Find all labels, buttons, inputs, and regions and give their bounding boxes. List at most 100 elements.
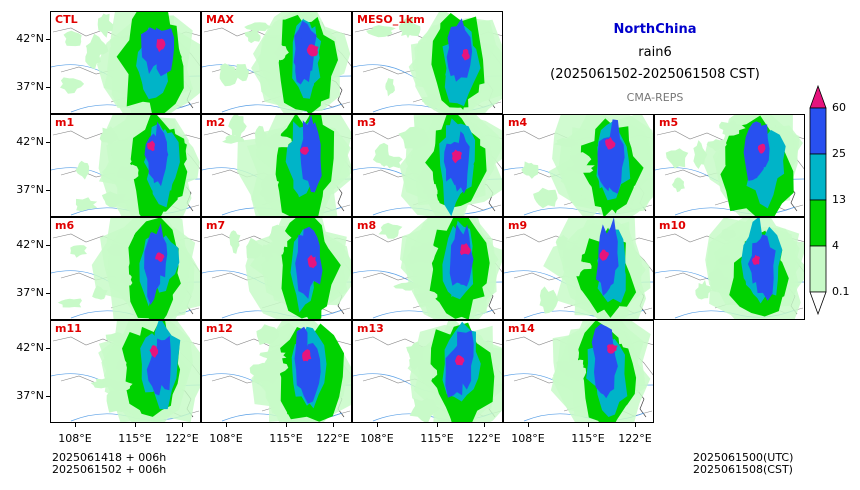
map-canvas (655, 115, 804, 216)
rain-patch (254, 125, 267, 149)
map-panel-m2: m2 (201, 114, 352, 217)
rain-patch (70, 245, 87, 258)
map-canvas (51, 321, 200, 422)
rain-patch (60, 77, 85, 94)
longitude-tick (588, 423, 589, 427)
rain-contour-level-4 (461, 49, 470, 61)
map-canvas (353, 115, 502, 216)
map-panel-m12: m12 (201, 320, 352, 423)
longitude-tick (182, 423, 183, 427)
rain-patch (222, 134, 245, 144)
rain-contour-level-3 (300, 115, 316, 181)
map-canvas (202, 218, 351, 319)
valid-time-utc: 2025061500(UTC) (693, 451, 794, 464)
latitude-tick (46, 396, 50, 397)
rain-patch (566, 162, 595, 174)
rain-patch (97, 13, 114, 38)
rain-patch (671, 177, 685, 193)
longitude-tick (377, 423, 378, 427)
rain-patch (268, 224, 292, 248)
rain-patch (228, 115, 247, 140)
latitude-label: 42°N (16, 32, 44, 45)
rain-contour-level-4 (302, 349, 312, 362)
rain-patch (415, 290, 438, 304)
rain-contour-level-3 (154, 27, 175, 77)
rain-patch (706, 139, 727, 152)
rain-patch (57, 298, 82, 308)
rain-patch (568, 341, 579, 365)
colorbar-tick-label: 4 (832, 239, 839, 252)
longitude-label: 122°E (467, 432, 501, 445)
rain-patch (665, 148, 689, 169)
rain-patch (407, 244, 433, 265)
latitude-label: 42°N (16, 135, 44, 148)
rain-contour-level-4 (155, 252, 165, 263)
longitude-tick (135, 423, 136, 427)
longitude-label: 108°E (209, 432, 243, 445)
panel-label: m6 (55, 219, 75, 232)
map-panel-m5: m5 (654, 114, 805, 217)
panel-label: m9 (508, 219, 528, 232)
map-panel-m10: m10 (654, 217, 805, 320)
rain-patch (422, 183, 438, 199)
rain-contour-level-4 (605, 137, 616, 150)
panel-label: m13 (357, 322, 384, 335)
rain-patch (569, 152, 592, 166)
rain-contour-level-4 (459, 243, 471, 256)
map-canvas (51, 218, 200, 319)
latitude-tick (46, 348, 50, 349)
rain-patch (256, 324, 279, 345)
longitude-tick (635, 423, 636, 427)
map-canvas (353, 218, 502, 319)
latitude-tick (46, 293, 50, 294)
longitude-tick (75, 423, 76, 427)
panel-label: m2 (206, 116, 226, 129)
map-panel-m7: m7 (201, 217, 352, 320)
rain-patch (90, 377, 120, 389)
panel-label: m8 (357, 219, 377, 232)
panel-label: m1 (55, 116, 75, 129)
valid-time-cst: 2025061508(CST) (693, 463, 793, 476)
longitude-label: 108°E (511, 432, 545, 445)
rain-patch (106, 390, 129, 413)
rain-patch (259, 349, 287, 361)
colorbar-segment (809, 153, 827, 201)
rain-patch (105, 332, 123, 344)
rain-contour-level-4 (606, 344, 618, 354)
region-title: NorthChina (613, 22, 697, 37)
rain-patch (385, 78, 395, 97)
rain-contour-level-4 (299, 146, 310, 155)
rain-patch (719, 277, 731, 289)
rain-patch (398, 126, 430, 150)
rain-contour-level-3 (295, 229, 317, 299)
latitude-tick (46, 39, 50, 40)
map-canvas (202, 115, 351, 216)
map-panel-m1: m1 (50, 114, 201, 217)
rain-contour-level-4 (451, 149, 462, 164)
rain-contour-level-3 (294, 326, 310, 389)
rain-patch (416, 168, 433, 188)
colorbar-tick-label: 0.1 (832, 285, 850, 298)
panel-label: m11 (55, 322, 82, 335)
map-panel-meso_1km: MESO_1km (352, 11, 503, 114)
longitude-label: 108°E (360, 432, 394, 445)
rain-patch (399, 22, 421, 37)
latitude-tick (46, 87, 50, 88)
colorbar-tick-label: 25 (832, 147, 846, 160)
rain-patch (99, 126, 119, 144)
rain-contour-level-4 (599, 249, 609, 261)
colorbar-extend-top (809, 84, 827, 109)
rain-patch (119, 272, 133, 286)
rain-patch (695, 280, 712, 300)
rain-patch (418, 361, 438, 381)
longitude-label: 115°E (118, 432, 152, 445)
map-canvas (504, 321, 653, 422)
rain-contour-level-3 (754, 234, 776, 301)
rain-contour-level-3 (454, 131, 470, 194)
rain-patch (244, 22, 272, 33)
latitude-label: 42°N (16, 341, 44, 354)
longitude-label: 115°E (420, 432, 454, 445)
rain-patch (75, 197, 98, 212)
rain-patch (92, 285, 108, 300)
rain-patch (85, 43, 101, 70)
